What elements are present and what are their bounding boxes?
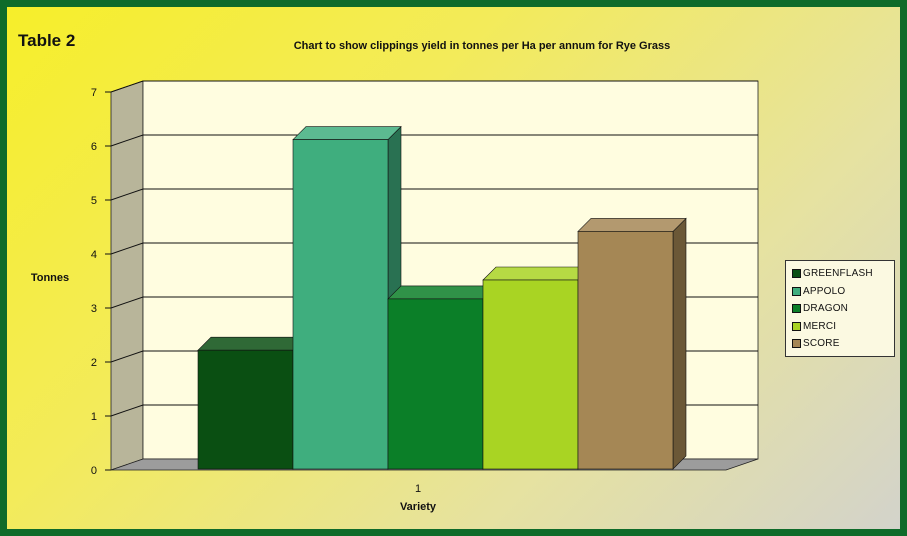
y-tick-label: 7 [91,87,97,99]
bar-greenflash [197,336,307,470]
bar-side [672,217,687,470]
bar-top [387,285,497,300]
bar-chart: Chart to show clippings yield in tonnes … [31,40,759,513]
legend-swatch [792,321,801,331]
bar-dragon [387,285,497,470]
bar-front [482,279,579,470]
legend-label: APPOLO [803,285,846,297]
legend-item: SCORE [792,335,888,353]
y-axis-label: Tonnes [31,272,69,284]
gridline [110,80,758,93]
chart-title: Chart to show clippings yield in tonnes … [294,40,671,52]
legend-item: MERCI [792,318,888,336]
plot-side-wall [110,80,144,471]
legend-label: MERCI [803,320,837,332]
y-axis-ticks: 0 1 2 3 4 5 6 7 [91,87,111,477]
legend-item: GREENFLASH [792,265,888,283]
legend-swatch [792,269,801,279]
bar-top [482,266,592,281]
bar-score [577,217,687,470]
legend-swatch [792,304,801,314]
y-tick-label: 4 [91,249,97,261]
bar-front [292,139,389,470]
legend-item: DRAGON [792,300,888,318]
y-tick-label: 5 [91,195,97,207]
x-tick-label: 1 [415,483,421,495]
bar-appolo [292,125,402,470]
bar-top [197,336,307,351]
x-axis-label: Variety [400,501,437,513]
bar-top [292,126,402,140]
y-tick-label: 0 [91,465,97,477]
legend-label: DRAGON [803,303,849,315]
bar-front [197,349,294,470]
bar-front [387,298,484,470]
bar-front [577,231,674,470]
legend-item: APPOLO [792,283,888,301]
legend-swatch [792,339,801,349]
gridline [110,242,758,255]
legend: GREENFLASH APPOLO DRAGON MERCI SCORE [785,260,895,357]
grid-lines [110,80,758,417]
legend-swatch [792,286,801,296]
legend-label: SCORE [803,338,840,350]
gridline [110,134,758,147]
bar-top [577,218,687,232]
y-tick-label: 2 [91,357,97,369]
y-tick-label: 1 [91,411,97,423]
y-tick-label: 6 [91,141,97,153]
gridline [110,188,758,201]
bars [197,125,687,470]
chart-frame: Table 2 Chart to show clippings yield in… [7,7,900,529]
legend-label: GREENFLASH [803,268,873,280]
y-tick-label: 3 [91,303,97,315]
table-label: Table 2 [18,31,76,50]
bar-merci [482,266,592,470]
